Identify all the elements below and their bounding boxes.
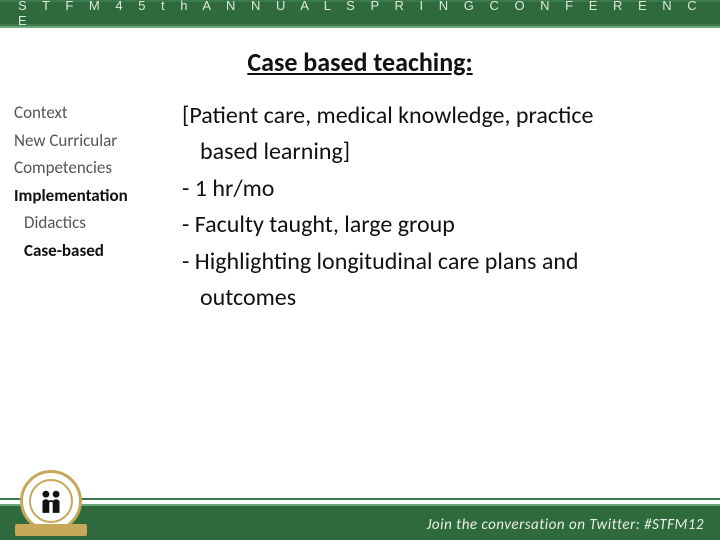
- sidebar-item: Implementation: [14, 183, 174, 209]
- sidebar-outline: Context New Curricular Competencies Impl…: [14, 100, 174, 265]
- sidebar-item: Context: [14, 100, 174, 126]
- footer-text: Join the conversation on Twitter: #STFM1…: [427, 516, 704, 534]
- banner-text: S T F M 4 5 t h A N N U A L S P R I N G …: [18, 0, 720, 28]
- stfm-seal-icon: [20, 470, 82, 532]
- sidebar-item: Didactics: [14, 210, 174, 236]
- body-line: outcomes: [182, 282, 702, 314]
- seal-figures-icon: [34, 484, 68, 518]
- sidebar-item: Case-based: [14, 238, 174, 264]
- top-banner: S T F M 4 5 t h A N N U A L S P R I N G …: [0, 2, 720, 24]
- body-line: based learning]: [182, 136, 702, 168]
- slide: S T F M 4 5 t h A N N U A L S P R I N G …: [0, 0, 720, 540]
- seal-ribbon: [15, 524, 87, 536]
- body-line: [Patient care, medical knowledge, practi…: [182, 100, 702, 132]
- page-title: Case based teaching:: [0, 46, 720, 78]
- body-line: - Faculty taught, large group: [182, 209, 702, 241]
- sidebar-item: Competencies: [14, 155, 174, 181]
- sidebar-item: New Curricular: [14, 128, 174, 154]
- body-line: - Highlighting longitudinal care plans a…: [182, 246, 702, 278]
- body-content: [Patient care, medical knowledge, practi…: [182, 100, 702, 318]
- body-line: - 1 hr/mo: [182, 173, 702, 205]
- top-accent-line: [0, 26, 720, 28]
